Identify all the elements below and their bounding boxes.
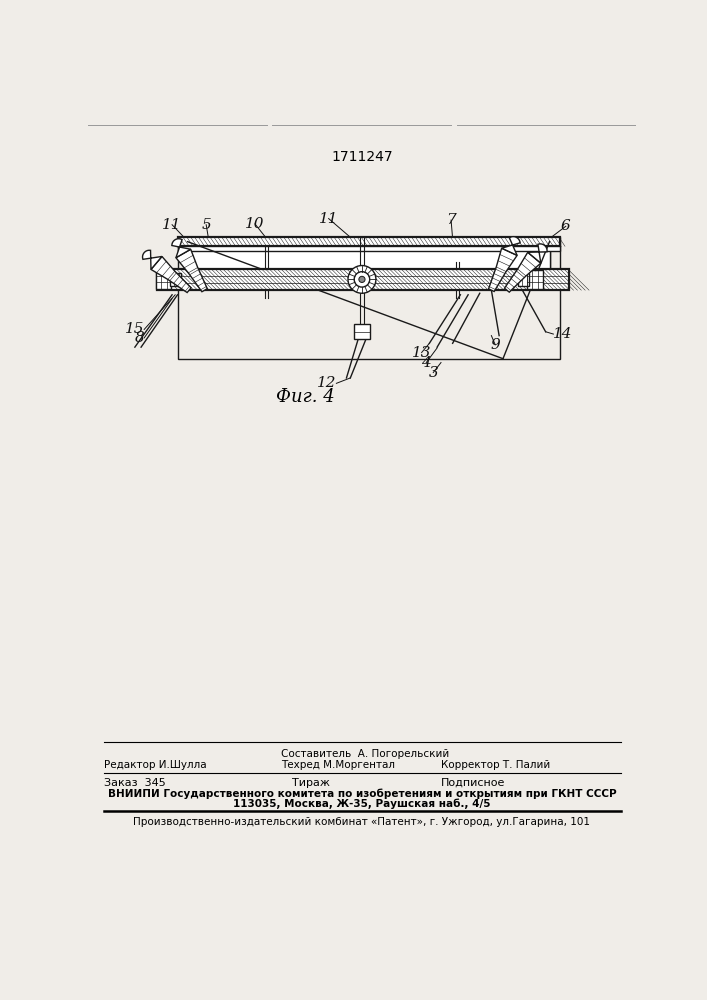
- Polygon shape: [151, 256, 191, 293]
- Text: ВНИИПИ Государственного комитета по изобретениям и открытиям при ГКНТ СССР: ВНИИПИ Государственного комитета по изоб…: [107, 788, 617, 799]
- Polygon shape: [502, 237, 520, 255]
- Text: 13: 13: [412, 346, 431, 360]
- Text: 11: 11: [319, 212, 339, 226]
- Circle shape: [354, 272, 370, 287]
- Text: Подписное: Подписное: [441, 778, 506, 788]
- Bar: [156, 270, 171, 289]
- Text: Техред М.Моргентал: Техред М.Моргентал: [281, 760, 395, 770]
- Bar: [527, 270, 542, 289]
- Text: Заказ  345: Заказ 345: [104, 778, 165, 788]
- Text: Производственно-издательский комбинат «Патент», г. Ужгород, ул.Гагарина, 101: Производственно-издательский комбинат «П…: [134, 817, 590, 827]
- Bar: [156, 269, 569, 290]
- Text: 15: 15: [124, 322, 144, 336]
- Circle shape: [348, 266, 376, 293]
- Polygon shape: [143, 250, 162, 269]
- Bar: [187, 246, 549, 286]
- Polygon shape: [489, 248, 517, 291]
- Text: 6: 6: [561, 219, 571, 233]
- Text: 12: 12: [317, 376, 337, 390]
- Bar: [177, 237, 559, 246]
- Text: 14: 14: [554, 327, 573, 341]
- Text: 8: 8: [134, 331, 144, 345]
- Circle shape: [359, 276, 365, 282]
- Text: Редактор И.Шулла: Редактор И.Шулла: [104, 760, 206, 770]
- Text: 113035, Москва, Ж-35, Раушская наб., 4/5: 113035, Москва, Ж-35, Раушская наб., 4/5: [233, 799, 491, 809]
- Polygon shape: [527, 244, 547, 263]
- Bar: [187, 242, 549, 282]
- Polygon shape: [172, 239, 191, 258]
- Text: Корректор Т. Палий: Корректор Т. Палий: [441, 760, 550, 770]
- Bar: [170, 273, 180, 286]
- Text: 11: 11: [163, 218, 182, 232]
- Text: Тираж: Тираж: [292, 778, 330, 788]
- Text: 7: 7: [446, 213, 456, 227]
- Bar: [177, 246, 559, 251]
- Text: Фиг. 4: Фиг. 4: [276, 388, 334, 406]
- Bar: [354, 324, 370, 339]
- Bar: [518, 273, 529, 286]
- Text: Составитель  А. Погорельский: Составитель А. Погорельский: [281, 749, 449, 759]
- Text: 10: 10: [245, 217, 264, 231]
- Polygon shape: [176, 249, 207, 292]
- Text: 4: 4: [421, 356, 431, 370]
- Text: 1711247: 1711247: [332, 150, 394, 164]
- Polygon shape: [505, 252, 541, 292]
- Text: 5: 5: [201, 218, 211, 232]
- Text: 9: 9: [491, 338, 500, 352]
- Text: 3: 3: [428, 366, 438, 380]
- Bar: [177, 237, 559, 359]
